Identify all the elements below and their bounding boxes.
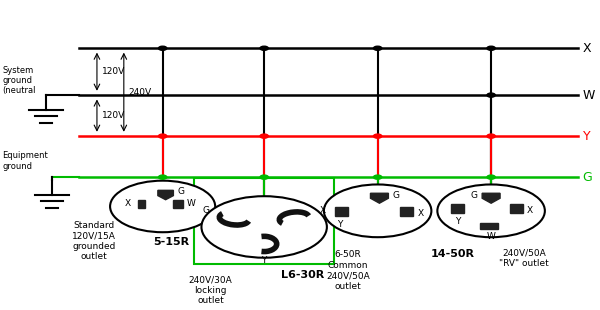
Text: Equipment
ground: Equipment ground	[2, 151, 49, 171]
Text: W: W	[583, 89, 595, 102]
Text: Standard
120V/15A
grounded
outlet: Standard 120V/15A grounded outlet	[72, 221, 116, 261]
Circle shape	[260, 175, 268, 179]
Text: Y: Y	[337, 219, 343, 229]
Circle shape	[487, 93, 495, 97]
Polygon shape	[158, 190, 173, 200]
FancyBboxPatch shape	[451, 204, 464, 213]
Text: X: X	[418, 209, 424, 218]
Text: G: G	[392, 191, 400, 200]
Text: Y: Y	[455, 217, 461, 226]
Polygon shape	[370, 193, 388, 203]
FancyBboxPatch shape	[510, 204, 523, 213]
Text: Y: Y	[262, 255, 267, 264]
Text: G: G	[202, 206, 209, 215]
Circle shape	[373, 134, 382, 138]
FancyBboxPatch shape	[173, 200, 183, 208]
Text: 14-50R: 14-50R	[430, 249, 474, 259]
Circle shape	[437, 184, 545, 237]
Polygon shape	[482, 193, 500, 203]
Circle shape	[260, 134, 268, 138]
Text: G: G	[471, 191, 478, 200]
Text: Y: Y	[583, 130, 590, 143]
Text: X: X	[320, 206, 326, 215]
Text: W: W	[487, 232, 496, 241]
Text: W: W	[187, 199, 196, 208]
Circle shape	[110, 181, 215, 232]
Text: G: G	[583, 170, 592, 184]
Text: X: X	[583, 42, 591, 55]
FancyBboxPatch shape	[400, 207, 413, 216]
Circle shape	[373, 46, 382, 50]
Text: 240V/50A
"RV" outlet: 240V/50A "RV" outlet	[499, 249, 549, 268]
Circle shape	[487, 175, 495, 179]
FancyBboxPatch shape	[137, 200, 145, 208]
Text: System
ground
(neutral: System ground (neutral	[2, 66, 36, 95]
Circle shape	[158, 175, 167, 179]
Text: 5-15R: 5-15R	[154, 237, 190, 247]
Circle shape	[158, 46, 167, 50]
Text: 240V: 240V	[128, 88, 152, 97]
Circle shape	[260, 46, 268, 50]
Text: G: G	[178, 187, 185, 196]
Circle shape	[158, 134, 167, 138]
Text: 120V: 120V	[102, 111, 125, 120]
Text: 6-50R
Common
240V/50A
outlet: 6-50R Common 240V/50A outlet	[326, 250, 370, 290]
Circle shape	[487, 46, 495, 50]
FancyBboxPatch shape	[335, 207, 348, 216]
Text: L6-30R: L6-30R	[281, 270, 325, 280]
Circle shape	[487, 134, 495, 138]
Text: X: X	[527, 206, 533, 215]
Text: 120V: 120V	[102, 67, 125, 76]
FancyBboxPatch shape	[481, 223, 498, 229]
Text: 240V/30A
locking
outlet: 240V/30A locking outlet	[188, 275, 232, 305]
Circle shape	[373, 175, 382, 179]
Text: X: X	[125, 199, 131, 208]
Circle shape	[202, 196, 327, 258]
Circle shape	[324, 184, 431, 237]
